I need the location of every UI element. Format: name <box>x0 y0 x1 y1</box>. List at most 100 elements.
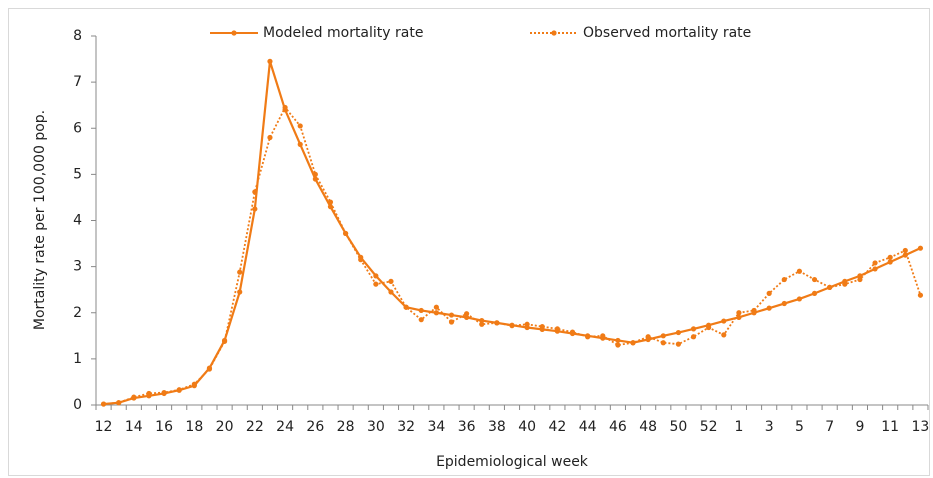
x-tick-label: 26 <box>306 419 324 435</box>
series-point <box>418 317 424 323</box>
series-point <box>327 199 334 205</box>
x-tick-label: 48 <box>639 419 657 435</box>
series-point <box>524 321 530 327</box>
series-point <box>100 401 107 407</box>
series-point <box>857 276 863 283</box>
series-point <box>872 260 878 266</box>
series-point <box>539 323 545 330</box>
series-point <box>312 171 318 177</box>
series-point <box>766 290 772 296</box>
legend-marker <box>551 30 557 36</box>
x-tick-label: 24 <box>276 419 294 435</box>
y-tick-label: 8 <box>73 28 82 44</box>
series-point <box>131 394 137 400</box>
series-point <box>600 333 606 339</box>
series-point <box>388 278 394 284</box>
x-tick-label: 5 <box>795 419 804 435</box>
series-point <box>267 134 273 141</box>
series-point <box>146 390 152 397</box>
x-tick-label: 11 <box>881 419 899 435</box>
x-tick-label: 3 <box>765 419 774 435</box>
series-point <box>464 314 470 320</box>
x-tick-label: 44 <box>579 419 597 435</box>
x-tick-label: 13 <box>912 419 930 435</box>
series-point <box>842 281 848 287</box>
x-tick-label: 34 <box>427 419 445 435</box>
x-tick-label: 20 <box>216 419 234 435</box>
series-point <box>736 310 742 316</box>
series-point <box>464 311 470 317</box>
series-point <box>267 58 273 64</box>
series-point <box>373 281 379 287</box>
series-point <box>509 323 515 329</box>
x-tick-label: 52 <box>700 419 718 435</box>
series-point <box>373 273 379 279</box>
series-line <box>103 105 922 405</box>
series-point <box>479 317 485 324</box>
series-point <box>116 400 122 406</box>
series-point <box>388 289 394 295</box>
series-point <box>297 141 303 147</box>
series-point <box>191 381 197 387</box>
series-point <box>585 334 591 340</box>
series-point <box>796 268 803 274</box>
series-point <box>569 329 576 335</box>
series-point <box>751 307 757 314</box>
x-tick-label: 16 <box>155 419 173 435</box>
y-tick-label: 6 <box>73 120 82 136</box>
legend-label: Modeled mortality rate <box>263 25 423 41</box>
x-tick-label: 18 <box>185 419 203 435</box>
series-point <box>282 104 288 111</box>
series-point <box>675 341 682 347</box>
series-point <box>827 284 833 290</box>
series-point <box>902 247 908 254</box>
series-point <box>781 276 787 283</box>
series-point <box>343 230 349 237</box>
series-point <box>766 305 772 311</box>
series-point <box>312 176 318 182</box>
series-point <box>615 337 621 344</box>
y-tick-label: 1 <box>73 351 82 367</box>
series-point <box>721 332 727 338</box>
x-tick-label: 28 <box>337 419 355 435</box>
series-point <box>403 304 409 310</box>
series-point <box>327 204 334 210</box>
x-tick-label: 36 <box>458 419 476 435</box>
series-point <box>206 366 213 372</box>
series-point <box>706 324 712 331</box>
series-point <box>675 329 682 336</box>
series-point <box>297 123 303 129</box>
chart-frame <box>8 8 930 476</box>
series-point <box>887 254 893 260</box>
series-point <box>917 245 924 251</box>
series-point <box>660 333 666 339</box>
x-tick-label: 9 <box>855 419 864 435</box>
x-tick-label: 30 <box>367 419 385 435</box>
y-tick-label: 4 <box>73 213 82 229</box>
x-tick-label: 38 <box>488 419 506 435</box>
x-axis-label: Epidemiological week <box>436 454 589 470</box>
series-point <box>448 319 455 325</box>
series-point <box>615 342 621 348</box>
series-point <box>221 338 228 344</box>
x-tick-label: 46 <box>609 419 627 435</box>
series-point <box>448 312 455 318</box>
x-tick-label: 42 <box>548 419 566 435</box>
series-line <box>103 61 921 406</box>
series-point <box>781 300 787 307</box>
y-tick-label: 5 <box>73 166 82 182</box>
series-point <box>161 389 167 396</box>
legend-marker <box>231 30 237 36</box>
y-tick-label: 0 <box>73 397 82 413</box>
x-tick-label: 40 <box>518 419 536 435</box>
series-point <box>433 310 439 316</box>
series-point <box>660 340 666 346</box>
series-point <box>811 276 818 283</box>
x-tick-label: 22 <box>246 419 264 435</box>
legend-label: Observed mortality rate <box>583 25 751 41</box>
series-point <box>554 326 560 332</box>
series-point <box>237 289 243 295</box>
series-point <box>690 326 697 332</box>
